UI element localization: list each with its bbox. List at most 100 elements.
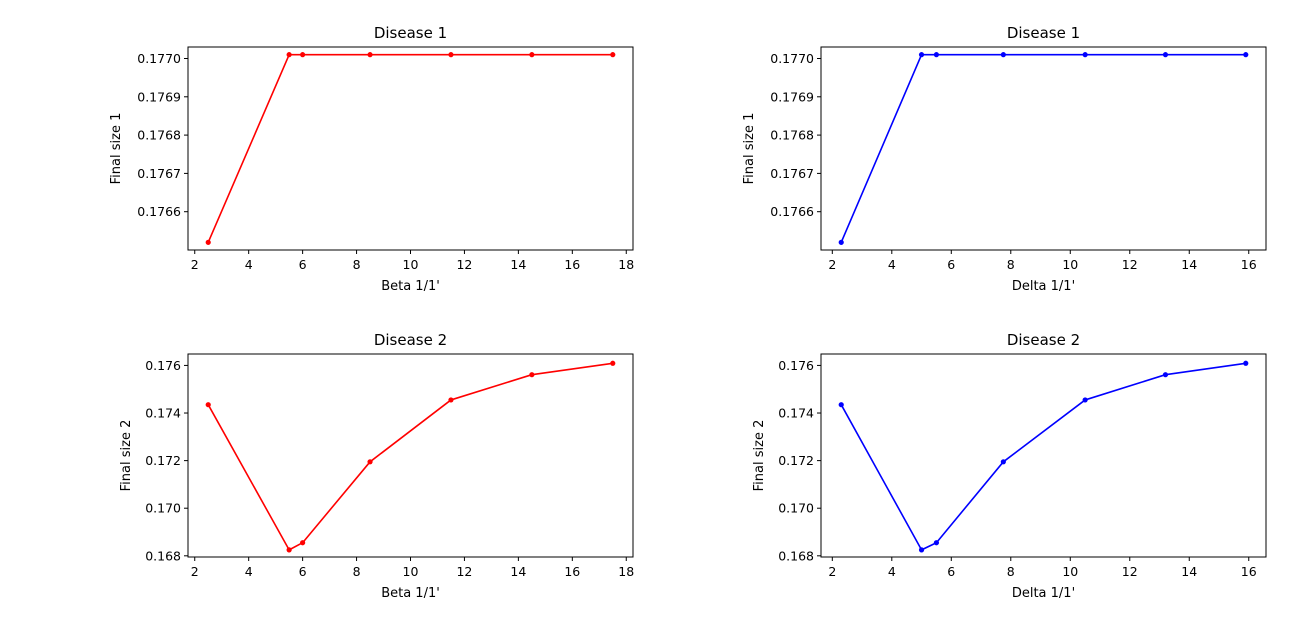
- y-tick-label: 0.1769: [770, 89, 814, 104]
- y-tick-label: 0.1768: [137, 128, 181, 143]
- data-point: [286, 547, 292, 553]
- series-line: [207, 362, 613, 551]
- x-tick-label: 10: [403, 564, 419, 579]
- y-tick-label: 0.174: [145, 406, 181, 421]
- series-line: [207, 53, 613, 243]
- data-point: [1000, 459, 1006, 465]
- x-tick-label: 10: [403, 257, 419, 272]
- y-tick-label: 0.1769: [137, 89, 181, 104]
- data-point: [1000, 52, 1006, 58]
- x-tick-label: 16: [564, 257, 580, 272]
- y-tick-label: 0.174: [778, 406, 814, 421]
- x-tick-label: 8: [353, 564, 361, 579]
- x-tick-label: 6: [947, 257, 955, 272]
- x-tick-label: 2: [191, 564, 199, 579]
- x-tick-label: 12: [456, 564, 472, 579]
- subplot-1: Disease 1 2 4 6 8 10 12 14 16 18 0.1766 0.1767 0.176…: [109, 24, 634, 294]
- chart-title: Disease 1: [374, 24, 447, 42]
- data-point: [367, 459, 373, 465]
- y-tick-label: 0.176: [145, 358, 181, 373]
- data-point: [1082, 397, 1088, 403]
- x-tick-label: 18: [618, 257, 634, 272]
- subplot-2: Disease 1 2 4 6 8 10 12 14 16 0.1766 0.1767 0.1768 0…: [742, 24, 1267, 294]
- data-point: [1243, 360, 1249, 366]
- y-tick-label: 0.172: [145, 453, 181, 468]
- series-line: [840, 362, 1246, 551]
- data-point: [1243, 52, 1249, 58]
- chart-title: Disease 2: [374, 331, 447, 349]
- y-tick-label: 0.1770: [137, 51, 181, 66]
- x-tick-label: 4: [245, 257, 253, 272]
- x-axis-label: Beta 1/1': [381, 279, 440, 294]
- data-point: [933, 52, 940, 58]
- x-tick-label: 6: [299, 564, 307, 579]
- x-tick-label: 8: [1007, 257, 1015, 272]
- subplot-4: Disease 2 2 4 6 8 10 12 14 16 0.168 0.170 0.172 0.17…: [752, 331, 1267, 601]
- y-tick-label: 0.1768: [770, 128, 814, 143]
- x-tick-label: 14: [1181, 564, 1197, 579]
- y-axis-label: Final size 2: [752, 420, 767, 492]
- y-tick-label: 0.1766: [137, 204, 181, 219]
- x-axis-label: Delta 1/1': [1012, 586, 1075, 601]
- data-point: [933, 540, 940, 546]
- y-tick-label: 0.1767: [137, 166, 181, 181]
- plot-area-frame: [187, 46, 634, 251]
- chart-title: Disease 1: [1007, 24, 1080, 42]
- y-tick-label: 0.1767: [770, 166, 814, 181]
- y-tick-label: 0.172: [778, 453, 814, 468]
- x-tick-label: 10: [1062, 257, 1078, 272]
- y-axis-label: Final size 1: [742, 113, 757, 185]
- x-tick-label: 12: [456, 257, 472, 272]
- x-tick-label: 4: [245, 564, 253, 579]
- x-tick-label: 16: [1241, 564, 1257, 579]
- plot-area-frame: [187, 353, 634, 558]
- x-tick-label: 6: [947, 564, 955, 579]
- data-point: [610, 360, 616, 366]
- y-tick-label: 0.168: [145, 548, 181, 563]
- x-axis-label: Delta 1/1': [1012, 279, 1075, 294]
- data-point: [1162, 52, 1169, 58]
- data-point: [300, 52, 306, 58]
- subplot-3: Disease 2 2 4 6 8 10 12 14 16 18 0.168 0.170 0.172 0.…: [119, 331, 634, 601]
- data-point: [918, 547, 925, 553]
- x-tick-label: 12: [1122, 564, 1138, 579]
- x-tick-label: 14: [510, 257, 526, 272]
- x-tick-label: 4: [888, 564, 896, 579]
- x-tick-label: 2: [191, 257, 199, 272]
- data-point: [918, 52, 925, 58]
- y-tick-label: 0.1770: [770, 51, 814, 66]
- y-tick-label: 0.170: [145, 501, 181, 516]
- data-point: [205, 402, 211, 408]
- data-point: [300, 540, 306, 546]
- y-tick-label: 0.170: [778, 501, 814, 516]
- data-point: [448, 52, 454, 58]
- data-point: [529, 372, 535, 378]
- data-point: [610, 52, 616, 58]
- x-tick-label: 6: [299, 257, 307, 272]
- x-axis-label: Beta 1/1': [381, 586, 440, 601]
- x-tick-label: 18: [618, 564, 634, 579]
- data-point: [367, 52, 373, 58]
- x-tick-label: 16: [564, 564, 580, 579]
- y-tick-label: 0.176: [778, 358, 814, 373]
- chart-title: Disease 2: [1007, 331, 1080, 349]
- x-tick-label: 14: [510, 564, 526, 579]
- data-point: [448, 397, 454, 403]
- y-axis-label: Final size 2: [119, 420, 134, 492]
- y-tick-label: 0.168: [778, 548, 814, 563]
- data-point: [838, 239, 844, 245]
- data-point: [286, 52, 292, 58]
- data-point: [529, 52, 535, 58]
- data-point: [1082, 52, 1088, 58]
- data-point: [205, 239, 211, 245]
- x-tick-label: 2: [828, 564, 836, 579]
- plot-area-frame: [820, 46, 1267, 251]
- y-tick-label: 0.1766: [770, 204, 814, 219]
- x-tick-label: 8: [353, 257, 361, 272]
- x-tick-label: 8: [1007, 564, 1015, 579]
- x-tick-label: 4: [888, 257, 896, 272]
- x-tick-label: 10: [1062, 564, 1078, 579]
- x-tick-label: 12: [1122, 257, 1138, 272]
- x-tick-label: 14: [1181, 257, 1197, 272]
- data-point: [838, 402, 844, 408]
